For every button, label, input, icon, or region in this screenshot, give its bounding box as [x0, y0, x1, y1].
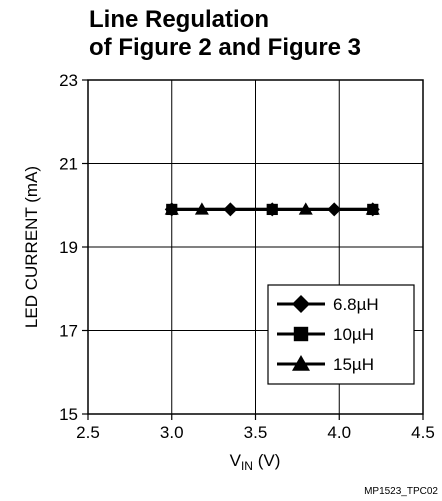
x-axis-label: VIN (V): [230, 451, 281, 473]
legend-item-triangle: 15µH: [277, 355, 374, 374]
x-axis-label-unit: (V): [253, 451, 280, 470]
series-triangle-point-1: [194, 202, 209, 215]
legend-item-diamond: 6.8µH: [277, 295, 379, 314]
y-tick-label-15: 15: [59, 405, 78, 424]
legend: 6.8µH 10µH 15µH: [267, 284, 415, 385]
series-triangle-point-0: [164, 202, 179, 215]
y-axis-label: LED CURRENT (mA): [22, 166, 41, 328]
x-tick-label-4: 4.0: [327, 423, 351, 442]
legend-label-square: 10µH: [333, 325, 374, 344]
x-tick-label-3-5: 3.5: [244, 423, 268, 442]
series-triangle: [164, 202, 380, 215]
series-triangle-point-3: [365, 202, 380, 215]
y-tick-label-23: 23: [59, 71, 78, 90]
series-layer: [164, 202, 380, 217]
chart-title: Line Regulation of Figure 2 and Figure 3: [89, 6, 361, 62]
legend-label-diamond: 6.8µH: [333, 295, 379, 314]
legend-marker-square: [293, 326, 309, 342]
y-tick-label-19: 19: [59, 238, 78, 257]
legend-marker-diamond: [292, 295, 310, 313]
legend-label-triangle: 15µH: [333, 355, 374, 374]
x-tick-label-2-5: 2.5: [76, 423, 100, 442]
y-tick-label-17: 17: [59, 322, 78, 341]
y-tick-label-21: 21: [59, 155, 78, 174]
legend-marker-triangle: [292, 355, 310, 371]
x-tick-label-3: 3.0: [160, 423, 184, 442]
chart-title-line-2: of Figure 2 and Figure 3: [89, 34, 362, 61]
x-axis-label-sub: IN: [241, 459, 253, 473]
legend-items: 6.8µH 10µH 15µH: [277, 295, 379, 374]
x-tick-label-4-5: 4.5: [411, 423, 435, 442]
x-axis-label-main: V: [230, 451, 242, 470]
tick-labels: 2.5 3.0 3.5 4.0 4.5 15 17 19 21 23: [59, 71, 435, 442]
series-triangle-point-2: [298, 202, 313, 215]
chart-title-line-1: Line Regulation: [89, 6, 269, 33]
footnote: MP1523_TPC02: [364, 486, 438, 497]
legend-item-square: 10µH: [277, 325, 374, 344]
